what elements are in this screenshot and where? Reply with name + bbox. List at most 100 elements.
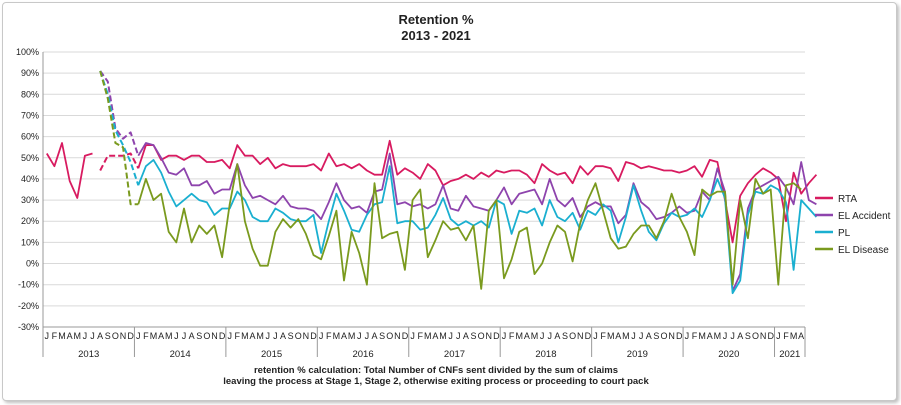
legend-label-el-accident: EL Accident <box>838 211 891 222</box>
month-tick-label: J <box>273 331 278 341</box>
series-pl-line <box>137 159 818 295</box>
month-tick-label: M <box>698 331 706 341</box>
month-tick-label: J <box>593 331 598 341</box>
month-tick-label: F <box>52 331 58 341</box>
month-tick-label: D <box>127 331 134 341</box>
month-tick-label: N <box>211 331 218 341</box>
month-tick-label: N <box>668 331 675 341</box>
month-tick-label: J <box>776 331 781 341</box>
month-tick-label: F <box>509 331 515 341</box>
month-tick-label: J <box>45 331 50 341</box>
month-tick-label: S <box>745 331 751 341</box>
month-tick-label: O <box>478 331 485 341</box>
month-tick-label: M <box>424 331 432 341</box>
month-tick-label: J <box>448 331 453 341</box>
month-tick-label: A <box>463 331 469 341</box>
y-tick-label: 50% <box>21 153 39 163</box>
month-tick-label: O <box>386 331 393 341</box>
series-el-accident-line <box>137 142 817 292</box>
y-tick-label: -30% <box>18 322 39 332</box>
month-tick-label: M <box>348 331 356 341</box>
month-tick-label: A <box>554 331 560 341</box>
y-tick-label: 20% <box>21 216 39 226</box>
month-tick-label: A <box>646 331 652 341</box>
y-axis: -30% -20% -10% 0% 10% 20% 30% 40% 50% 60% 70% 80% 90… <box>16 47 39 332</box>
month-tick-label: M <box>531 331 539 341</box>
y-tick-label: 30% <box>21 195 39 205</box>
y-tick-label: 40% <box>21 174 39 184</box>
month-tick-label: A <box>341 331 347 341</box>
y-tick-label: 90% <box>21 68 39 78</box>
year-label: 2017 <box>444 349 465 360</box>
month-tick-label: M <box>150 331 158 341</box>
footnote-line1: retention % calculation: Total Number of… <box>254 365 618 376</box>
month-tick-label: J <box>365 331 370 341</box>
month-tick-label: A <box>189 331 195 341</box>
legend-label-el-disease: EL Disease <box>838 245 889 256</box>
month-tick-label: D <box>585 331 592 341</box>
month-tick-label: J <box>182 331 187 341</box>
month-tick-label: M <box>58 331 66 341</box>
month-tick-label: M <box>256 331 264 341</box>
month-tick-label: J <box>540 331 545 341</box>
month-tick-label: J <box>136 331 141 341</box>
month-tick-label: N <box>577 331 584 341</box>
month-tick-label: A <box>67 331 73 341</box>
month-tick-label: M <box>333 331 341 341</box>
year-label: 2016 <box>352 349 373 360</box>
month-tick-label: F <box>417 331 423 341</box>
month-tick-label: D <box>676 331 683 341</box>
month-tick-label: A <box>524 331 530 341</box>
month-tick-label: J <box>357 331 362 341</box>
y-tick-label: -10% <box>18 280 39 290</box>
month-tick-label: A <box>280 331 286 341</box>
month-tick-label: O <box>112 331 119 341</box>
month-tick-label: A <box>737 331 743 341</box>
year-label: 2013 <box>78 349 99 360</box>
month-tick-label: J <box>174 331 179 341</box>
month-tick-label: D <box>767 331 774 341</box>
month-tick-label: J <box>83 331 88 341</box>
month-tick-label: F <box>783 331 789 341</box>
month-tick-label: J <box>227 331 232 341</box>
chart-frame <box>2 2 897 401</box>
month-tick-label: M <box>516 331 524 341</box>
month-tick-label: M <box>74 331 82 341</box>
month-tick-label: M <box>790 331 798 341</box>
month-tick-label: N <box>303 331 310 341</box>
year-label: 2014 <box>170 349 191 360</box>
legend-label-rta: RTA <box>838 194 857 205</box>
year-label: 2020 <box>718 349 739 360</box>
month-tick-label: N <box>394 331 401 341</box>
chart-title-line2: 2013 - 2021 <box>401 28 470 43</box>
month-tick-label: S <box>288 331 294 341</box>
year-label: 2021 <box>779 349 800 360</box>
month-tick-label: F <box>143 331 149 341</box>
month-tick-label: M <box>165 331 173 341</box>
month-tick-label: J <box>723 331 728 341</box>
y-tick-label: 60% <box>21 132 39 142</box>
legend-label-pl: PL <box>838 228 851 239</box>
month-tick-label: O <box>752 331 759 341</box>
month-tick-label: J <box>730 331 735 341</box>
month-tick-label: M <box>241 331 249 341</box>
month-tick-label: J <box>502 331 507 341</box>
month-tick-label: F <box>600 331 606 341</box>
y-tick-label: 70% <box>21 110 39 120</box>
month-tick-label: J <box>685 331 690 341</box>
month-tick-label: D <box>493 331 500 341</box>
month-tick-label: J <box>90 331 95 341</box>
month-tick-label: J <box>410 331 415 341</box>
month-tick-label: M <box>607 331 615 341</box>
month-tick-label: S <box>196 331 202 341</box>
month-tick-label: M <box>622 331 630 341</box>
month-tick-label: J <box>266 331 271 341</box>
year-label: 2019 <box>627 349 648 360</box>
month-tick-label: S <box>653 331 659 341</box>
month-tick-label: A <box>250 331 256 341</box>
month-tick-label: O <box>569 331 576 341</box>
month-tick-label: N <box>120 331 127 341</box>
month-tick-label: D <box>310 331 317 341</box>
